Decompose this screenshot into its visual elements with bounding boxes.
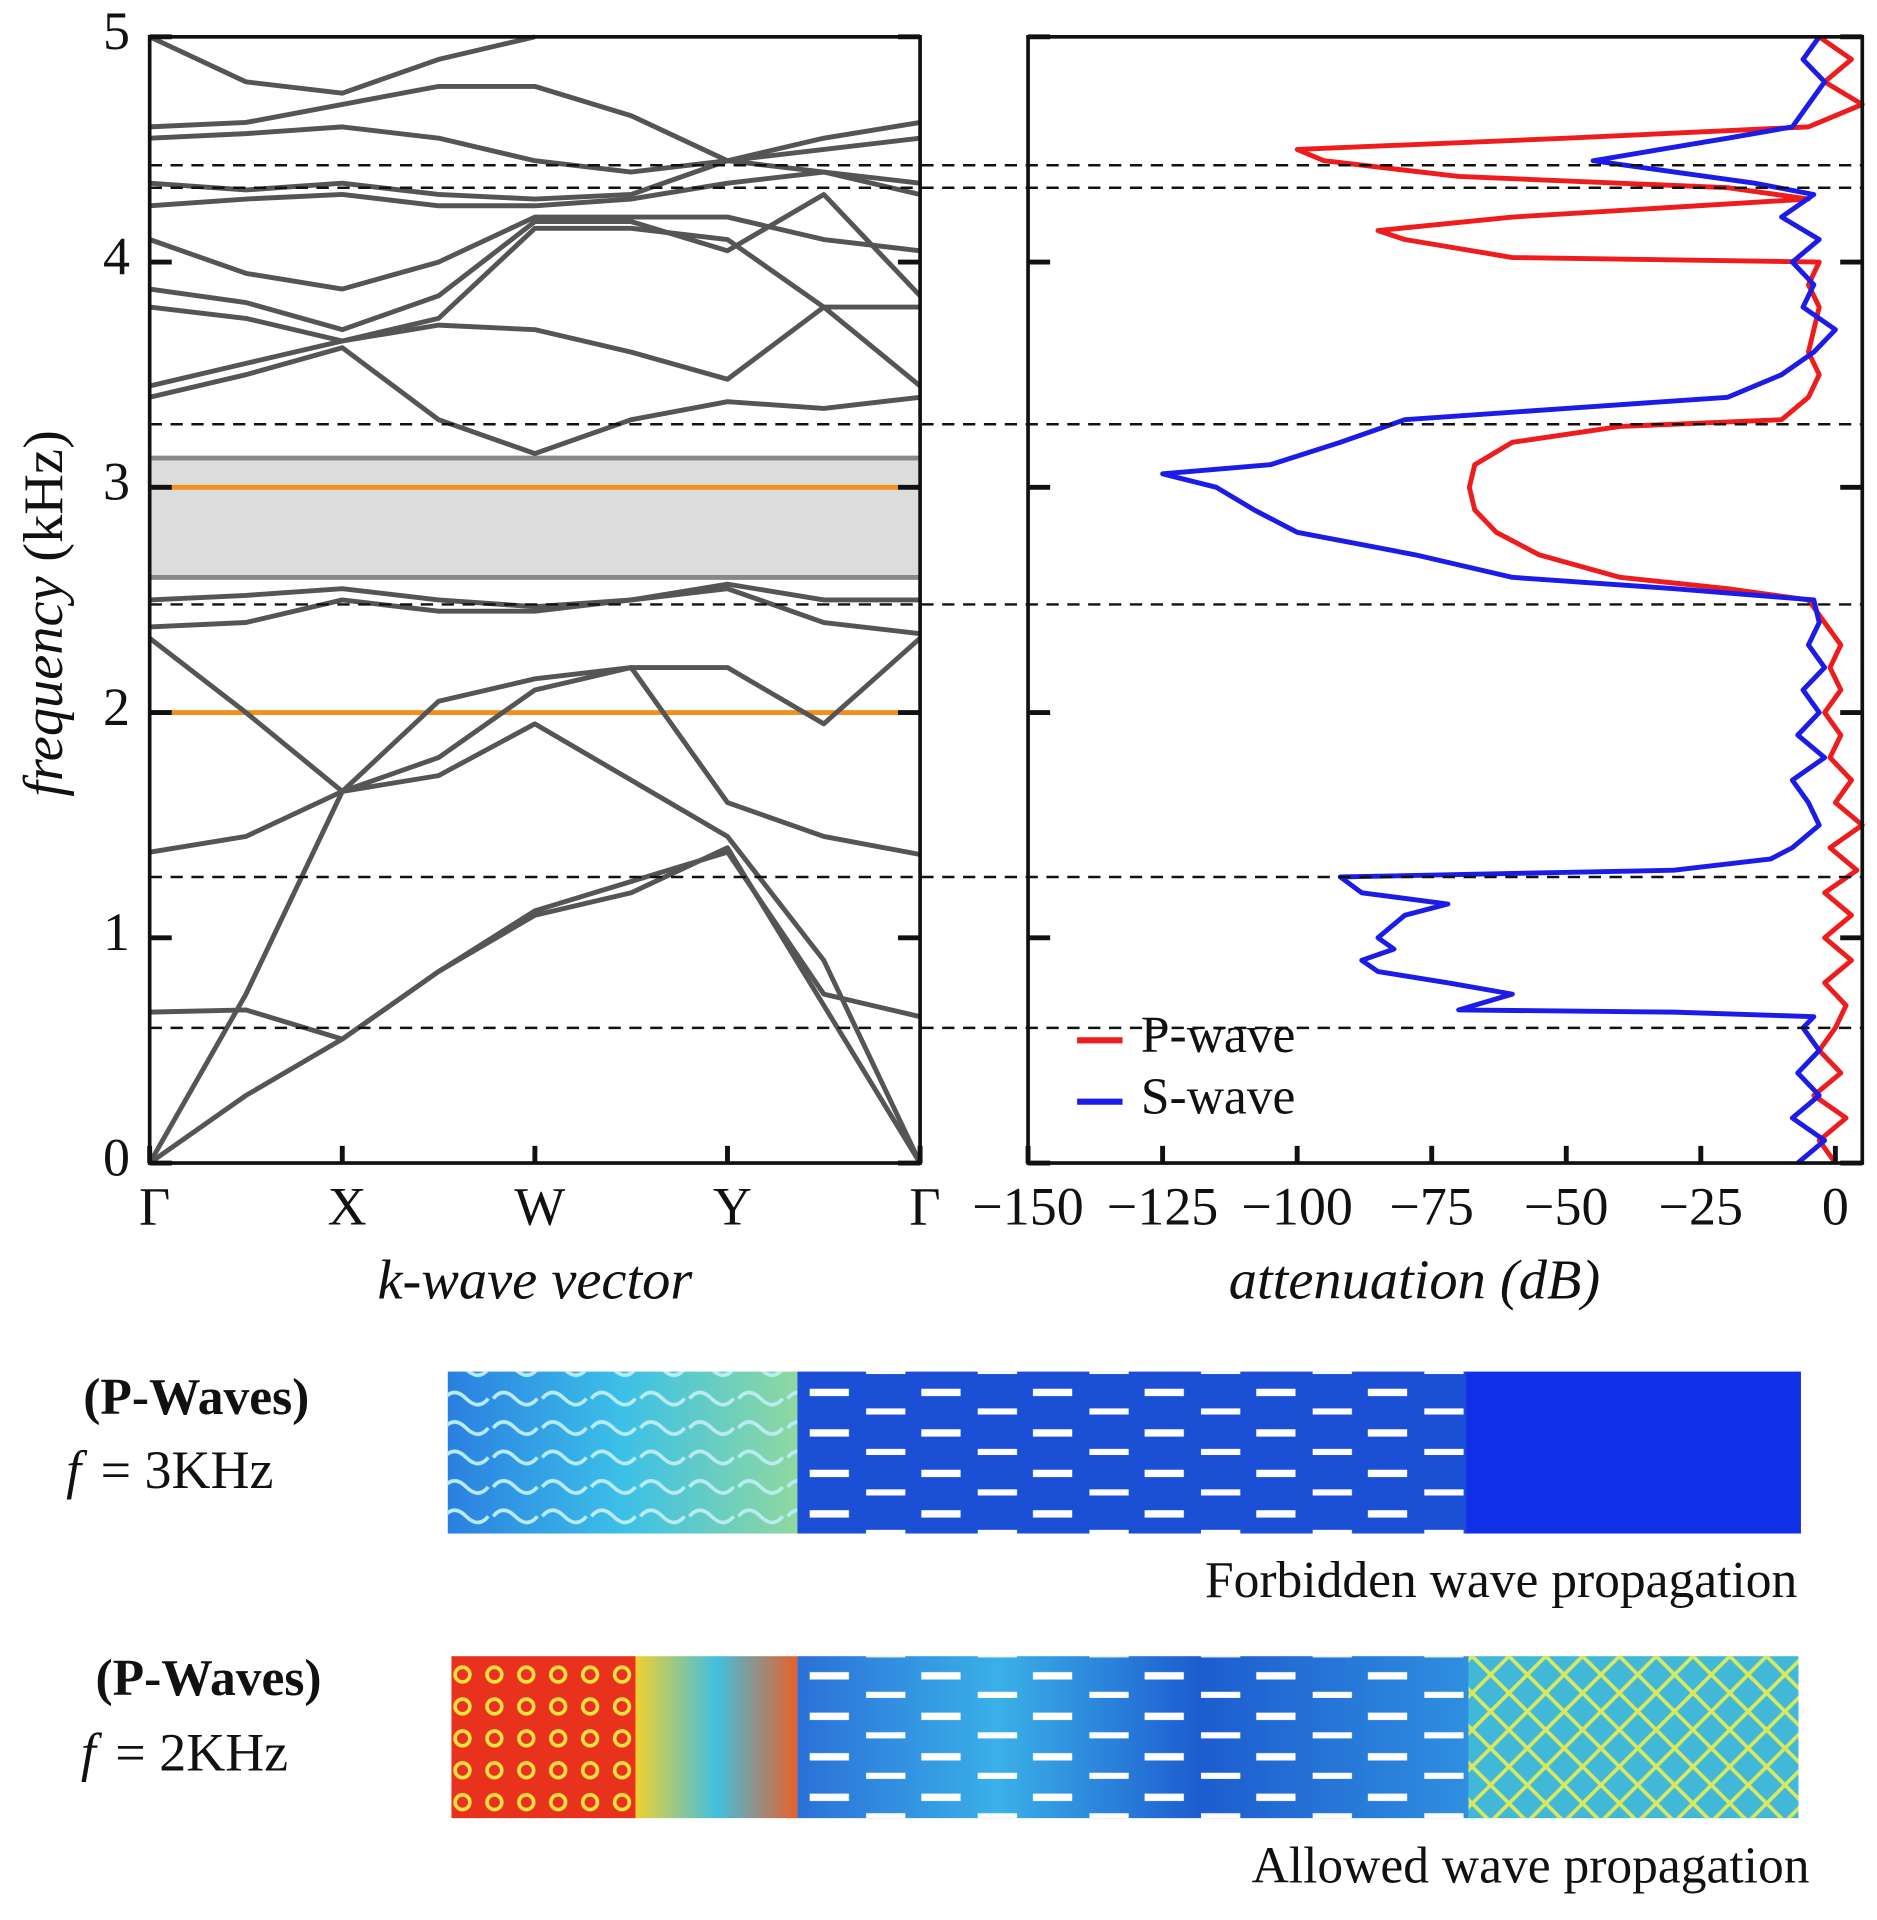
y-tick-label: 4 <box>103 226 130 286</box>
band-line <box>149 169 921 209</box>
field-output <box>1466 1371 1801 1534</box>
y-tick-label: 0 <box>103 1127 130 1187</box>
band-line <box>148 34 536 96</box>
x-tick-label: −25 <box>1659 1176 1743 1236</box>
field-transition <box>635 1656 798 1819</box>
panel-caption: Allowed wave propagation <box>1252 1838 1810 1895</box>
panel-symbol: f <box>81 1722 103 1782</box>
field-texture <box>451 1656 636 1819</box>
band-line <box>149 192 922 333</box>
field-texture <box>1468 1656 1799 1819</box>
band-line <box>149 158 921 202</box>
panel-frequency: = 2KHz <box>115 1722 288 1782</box>
attenuation-line <box>1294 34 1865 1165</box>
band-line <box>149 83 921 164</box>
x-tick-label: 0 <box>1822 1176 1849 1236</box>
x-tick-label: W <box>514 1176 565 1236</box>
x-tick-label: Γ <box>909 1176 940 1236</box>
y-axis-label: frequency (kHz) <box>13 430 75 797</box>
x-tick-label: −100 <box>1241 1176 1352 1236</box>
simulation-3khz <box>447 1371 1801 1534</box>
panel-symbol: f <box>66 1440 88 1500</box>
legend-label: P-wave <box>1141 1007 1296 1064</box>
band-line <box>149 849 921 1042</box>
y-axis-label-unit: (kHz) <box>13 430 75 562</box>
band-line <box>148 214 921 292</box>
x-axis-label: attenuation (dB) <box>1229 1250 1600 1312</box>
y-tick-label: 1 <box>103 902 130 962</box>
band-gap <box>149 458 921 578</box>
y-tick-label: 5 <box>103 1 130 61</box>
band-line <box>149 586 921 637</box>
field-texture <box>447 1371 798 1534</box>
y-tick-label: 3 <box>103 452 130 512</box>
band-line <box>149 225 921 344</box>
band-line <box>149 345 921 457</box>
band-line <box>149 304 922 389</box>
band-line <box>149 581 921 610</box>
panel-caption: Forbidden wave propagation <box>1205 1552 1797 1609</box>
x-tick-label: −125 <box>1107 1176 1218 1236</box>
legend-label: S-wave <box>1141 1069 1296 1126</box>
band-line <box>148 636 922 794</box>
band-line <box>149 665 921 857</box>
lattice-holes <box>797 1371 1467 1534</box>
band-line <box>147 721 923 1165</box>
y-axis-label-name: frequency <box>13 575 75 796</box>
attenuation-line <box>1160 35 1838 1165</box>
x-tick-label: Y <box>713 1176 752 1236</box>
panel-label: (P-Waves) <box>83 1369 309 1426</box>
simulation-2khz <box>451 1656 1799 1819</box>
band-line <box>149 124 921 175</box>
x-tick-label: −50 <box>1524 1176 1608 1236</box>
lattice-holes <box>797 1656 1469 1819</box>
plot-frame <box>1026 34 1865 1165</box>
x-tick-label: −75 <box>1390 1176 1474 1236</box>
x-tick-label: X <box>328 1176 367 1236</box>
x-axis-label: k-wave vector <box>377 1250 693 1312</box>
x-tick-label: −150 <box>972 1176 1083 1236</box>
panel-frequency: = 3KHz <box>101 1440 274 1500</box>
band-line <box>148 845 923 1166</box>
panel-label: (P-Waves) <box>96 1650 322 1707</box>
x-tick-label: Γ <box>139 1176 170 1236</box>
y-tick-label: 2 <box>103 677 130 737</box>
